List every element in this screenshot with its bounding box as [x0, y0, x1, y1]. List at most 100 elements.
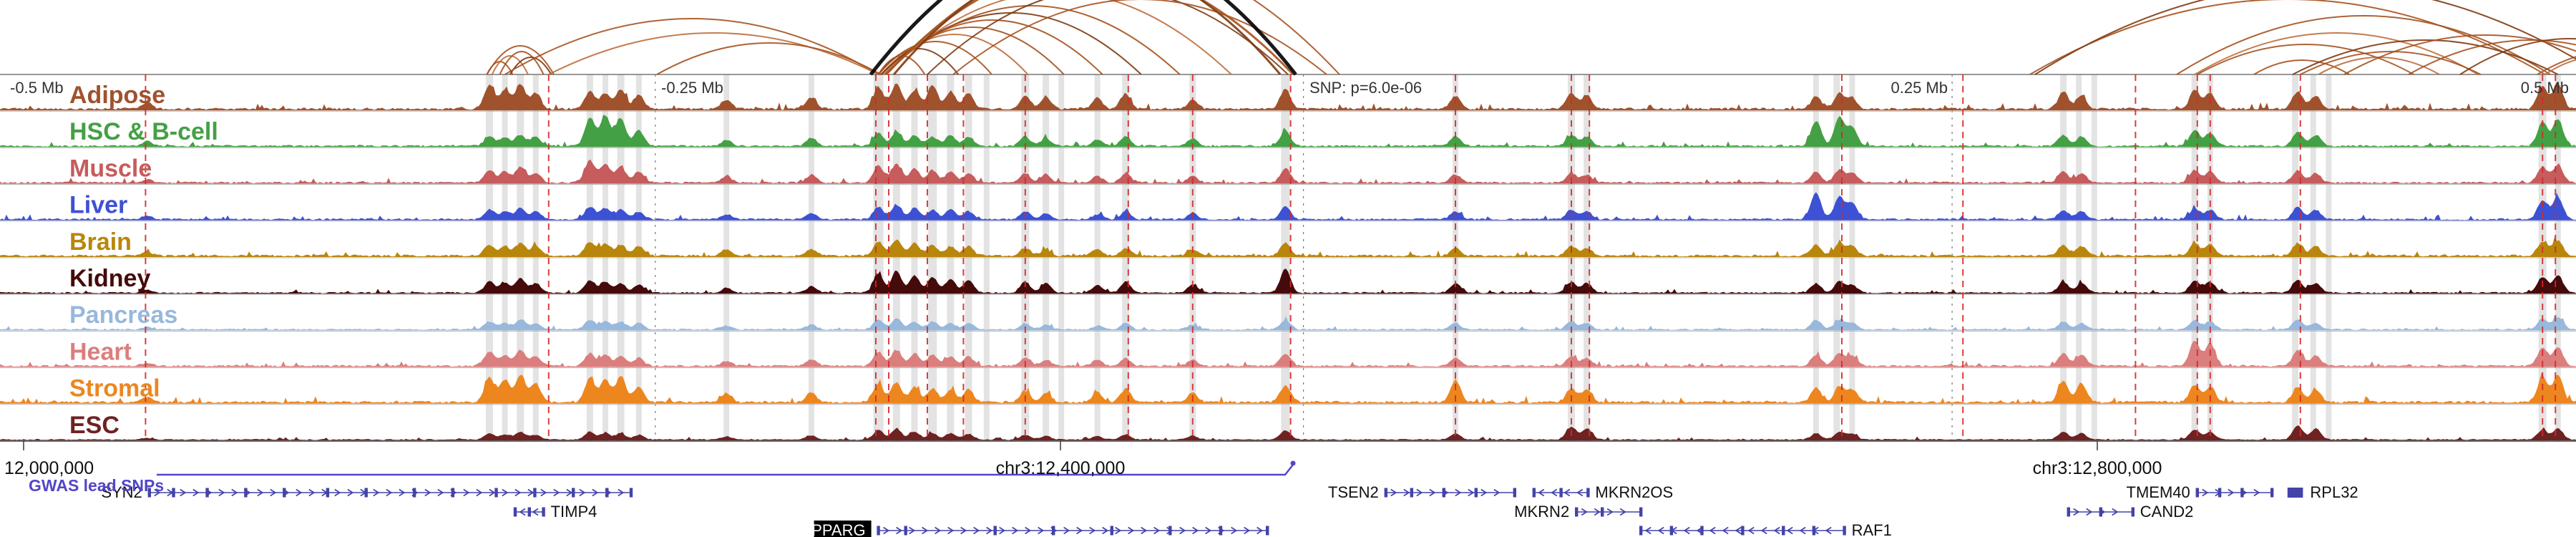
exon-block: [494, 488, 498, 498]
gene-label[interactable]: RPL32: [2310, 483, 2358, 501]
exon-block: [1782, 526, 1785, 536]
interaction-arc: [893, 0, 1282, 75]
exon-block: [205, 488, 209, 498]
strand-arrows: [1390, 488, 1501, 497]
exon-block: [1843, 526, 1846, 536]
interaction-arc: [2408, 39, 2576, 75]
gene-raf1[interactable]: RAF1: [1639, 521, 1892, 537]
interaction-arc: [2197, 44, 2414, 75]
exon-block: [326, 488, 330, 498]
interaction-arc: [877, 41, 992, 75]
gene-mkrn2os[interactable]: MKRN2OS: [1532, 483, 1674, 501]
track-signal-muscle: [0, 159, 2576, 184]
track-label-adipose[interactable]: Adipose: [69, 82, 165, 109]
interaction-arc: [2194, 32, 2479, 75]
exon-block: [513, 507, 517, 517]
exon-block: [2240, 488, 2244, 498]
gene-timp4[interactable]: TIMP4: [513, 503, 597, 521]
exon-block: [993, 526, 997, 536]
ruler-plus-quarter-mb: 0.25 Mb: [1891, 79, 1948, 97]
exon-block: [1669, 526, 1674, 536]
interaction-arc: [2253, 59, 2350, 75]
gene-tmem40[interactable]: TMEM40: [2127, 483, 2274, 501]
interaction-arc: [2300, 51, 2482, 75]
exon-block: [1812, 526, 1816, 536]
exon-block: [1741, 526, 1745, 536]
gene-label[interactable]: TIMP4: [551, 503, 597, 521]
ruler-plus-half-mb: 0.5 Mb: [2521, 79, 2569, 97]
exon-block: [1559, 488, 1563, 498]
interaction-arc: [2029, 0, 2546, 75]
track-label-esc[interactable]: ESC: [69, 412, 119, 439]
track-label-hsc-b-cell[interactable]: HSC & B-cell: [69, 118, 218, 145]
exon-block: [629, 488, 633, 498]
gwas-lead-snp-marker[interactable]: [1290, 460, 1296, 466]
gene-rpl32[interactable]: RPL32: [2287, 483, 2358, 501]
exon-block: [1410, 488, 1413, 498]
gene-label[interactable]: TMEM40: [2127, 483, 2190, 501]
exon-block: [2270, 488, 2274, 498]
interaction-arc: [491, 55, 529, 75]
exon-block: [904, 526, 907, 536]
track-signal-pancreas: [0, 315, 2576, 331]
gene-body[interactable]: [2287, 488, 2303, 498]
exon-block: [1601, 507, 1604, 517]
track-label-brain[interactable]: Brain: [69, 228, 132, 256]
exon-block: [2218, 488, 2222, 498]
gene-tsen2[interactable]: TSEN2: [1328, 483, 1516, 501]
exon-block: [2099, 507, 2102, 517]
interaction-arc: [486, 45, 555, 75]
coordinate-left: 12,000,000: [4, 458, 94, 478]
track-label-liver[interactable]: Liver: [69, 192, 127, 219]
exon-block: [283, 488, 286, 498]
interaction-arc: [952, 0, 1327, 75]
track-label-heart[interactable]: Heart: [69, 338, 132, 365]
exon-block: [1474, 488, 1478, 498]
gene-label[interactable]: PPARG: [811, 521, 865, 537]
exon-block: [1266, 526, 1269, 536]
strand-arrows: [883, 526, 1264, 535]
interaction-arc: [2292, 39, 2559, 75]
gene-label[interactable]: TSEN2: [1328, 483, 1379, 501]
track-label-stromal[interactable]: Stromal: [69, 375, 160, 402]
track-signal-kidney: [0, 268, 2576, 294]
track-label-kidney[interactable]: Kidney: [69, 265, 150, 292]
gene-label[interactable]: MKRN2: [1514, 503, 1569, 521]
gene-label[interactable]: RAF1: [1852, 521, 1892, 537]
gene-syn2[interactable]: SYN2: [101, 483, 633, 501]
snp-pvalue-label: SNP: p=6.0e-06: [1309, 79, 1422, 97]
exon-block: [1700, 526, 1704, 536]
exon-block: [1384, 488, 1387, 498]
exon-block: [1639, 526, 1643, 536]
track-label-muscle[interactable]: Muscle: [69, 155, 152, 182]
strand-arrows: [2073, 508, 2119, 516]
gene-pparg[interactable]: PPARG: [811, 521, 1269, 537]
gene-cand2[interactable]: CAND2: [2067, 503, 2194, 521]
exon-block: [2067, 507, 2070, 517]
track-signal-hsc-b-cell: [0, 115, 2576, 147]
interaction-arc: [885, 0, 1340, 75]
exon-block: [605, 488, 609, 498]
interaction-arc: [504, 18, 879, 75]
exon-block: [527, 507, 531, 517]
interaction-arc: [2343, 34, 2576, 75]
ruler-minus-quarter-mb: -0.25 Mb: [661, 79, 723, 97]
gene-label[interactable]: MKRN2OS: [1595, 483, 1673, 501]
exon-block: [877, 526, 880, 536]
exon-block: [1169, 526, 1172, 536]
exon-block: [1639, 507, 1643, 517]
coordinate-mid: chr3:12,400,000: [996, 458, 1126, 478]
gene-mkrn2[interactable]: MKRN2: [1514, 503, 1643, 521]
exon-block: [1575, 507, 1579, 517]
interaction-arc-lead: [869, 0, 1297, 76]
interaction-arc: [2459, 38, 2576, 75]
gene-label[interactable]: SYN2: [101, 483, 142, 501]
exon-block: [172, 488, 175, 498]
exon-block: [451, 488, 455, 498]
gene-label[interactable]: CAND2: [2140, 503, 2194, 521]
track-label-pancreas[interactable]: Pancreas: [69, 301, 177, 329]
gwas-leader-line: [157, 464, 1294, 476]
track-signal-adipose: [0, 82, 2576, 111]
strand-arrows: [1538, 488, 1584, 497]
